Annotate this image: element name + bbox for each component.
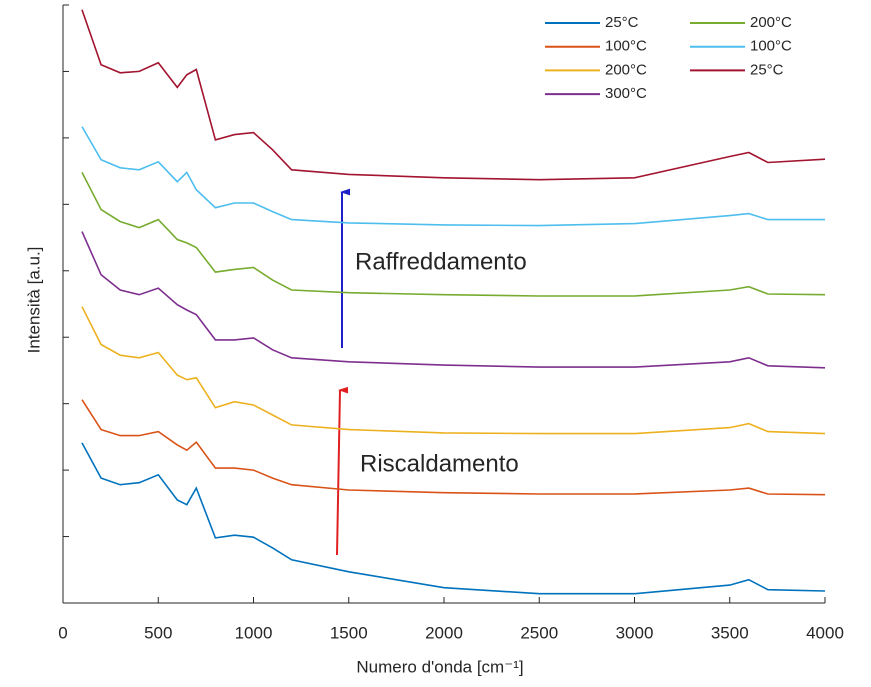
- x-tick-label: 500: [144, 623, 172, 642]
- line: [81, 442, 826, 595]
- legend-label: 25°C: [750, 61, 784, 78]
- legend-label: 100°C: [750, 38, 792, 55]
- x-axis-label: Numero d'onda [cm⁻¹]: [356, 657, 523, 676]
- line: [81, 306, 826, 435]
- x-tick-label: 2500: [520, 623, 558, 642]
- y-axis-label: Intensità [a.u.]: [24, 247, 43, 354]
- x-tick-label: 0: [58, 623, 67, 642]
- annotation: Riscaldamento: [360, 450, 519, 477]
- x-tick-label: 1000: [235, 623, 273, 642]
- x-tick-label: 1500: [330, 623, 368, 642]
- line: [81, 9, 826, 181]
- legend-label: 100°C: [605, 38, 647, 55]
- legend-label: 25°C: [605, 14, 639, 31]
- arrow: [336, 390, 340, 556]
- x-tick-label: 4000: [806, 623, 844, 642]
- legend-label: 200°C: [605, 61, 647, 78]
- line: [81, 399, 826, 496]
- x-tick-label: 3500: [711, 623, 749, 642]
- line: [81, 172, 826, 297]
- line: [81, 231, 826, 369]
- legend-label: 200°C: [750, 14, 792, 31]
- x-tick-label: 2000: [425, 623, 463, 642]
- annotation: Raffreddamento: [355, 248, 527, 275]
- legend-label: 300°C: [605, 85, 647, 102]
- x-tick-label: 3000: [616, 623, 654, 642]
- line: [81, 126, 825, 227]
